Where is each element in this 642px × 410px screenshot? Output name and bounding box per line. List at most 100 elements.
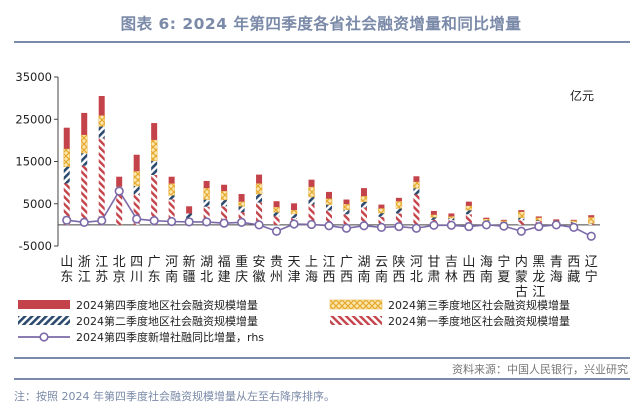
bar-q1 (133, 194, 140, 225)
rhs-point (149, 216, 159, 226)
x-tick-label: 南 (480, 269, 493, 285)
y-tick-label: 5000 (23, 197, 52, 211)
rhs-point (551, 220, 561, 230)
bar-q4 (326, 191, 332, 199)
title-underline (14, 41, 630, 43)
bar-q3 (238, 201, 245, 207)
rhs-point (586, 231, 596, 241)
x-tick-label: 重 (235, 254, 248, 270)
rhs-point (429, 220, 439, 230)
x-tick-label: 内 (515, 254, 528, 270)
x-tick-label: 肃 (427, 270, 440, 285)
legend-swatch (329, 299, 383, 310)
x-tick-label: 浙 (78, 255, 91, 270)
bar-q2 (151, 160, 158, 176)
rhs-point (167, 216, 177, 227)
x-tick-label: 北 (410, 270, 423, 285)
legend-label: 2024第三季度地区社会融资规模增量 (388, 298, 570, 312)
bar-q4 (448, 213, 455, 217)
bar-q1 (203, 206, 210, 225)
x-tick-label: 西 (322, 270, 335, 285)
legend-label: 2024第四季度地区社会融资规模增量 (76, 298, 258, 312)
chart-title: 图表 6: 2024 年第四季度各省社会融资增量和同比增量 (120, 15, 522, 33)
x-tick-label: 海 (480, 255, 493, 270)
bar-q3 (63, 148, 70, 167)
legend-swatch (18, 316, 70, 325)
bar-q2 (360, 201, 367, 208)
rhs-point (202, 217, 212, 227)
rhs-point (219, 218, 229, 228)
x-tick-label: 庆 (235, 270, 248, 285)
bar-q2 (98, 126, 105, 139)
bar-q2 (326, 204, 332, 211)
x-tick-label: 夏 (497, 270, 510, 285)
x-tick-label: 海 (550, 270, 563, 285)
rhs-point (499, 221, 509, 231)
bar-q3 (465, 205, 473, 211)
bar-q2 (430, 217, 437, 220)
x-tick-label: 北 (200, 270, 213, 285)
x-tick-label: 陕 (392, 255, 405, 270)
bar-q2 (465, 210, 472, 215)
legend-label: 2024第二季度地区社会融资规模增量 (76, 314, 258, 328)
x-tick-label: 山 (462, 255, 475, 270)
bar-q3 (290, 209, 298, 215)
bar-q3 (203, 187, 210, 200)
bar-q1 (343, 214, 350, 225)
x-tick-label: 疆 (183, 270, 196, 285)
x-tick-label: 江 (78, 270, 91, 285)
bar-q3 (535, 217, 543, 221)
x-tick-label: 徽 (253, 270, 266, 285)
x-tick-label: 京 (113, 270, 126, 285)
bar-q4 (308, 179, 315, 187)
bar-q1 (360, 207, 367, 225)
bar-q1 (151, 175, 158, 225)
bar-q1 (378, 216, 385, 225)
bar-q4 (151, 123, 158, 140)
bar-q1 (98, 138, 105, 225)
bar-q2 (256, 194, 263, 203)
bar-q4 (221, 184, 228, 192)
x-tick-label: 新 (183, 254, 196, 270)
bar-q3 (395, 201, 403, 209)
rhs-point (62, 215, 72, 225)
x-tick-label: 云 (375, 255, 388, 270)
bar-q3 (273, 206, 280, 213)
bar-q1 (413, 194, 420, 225)
bar-q3 (378, 208, 385, 214)
bar-q4 (256, 174, 263, 184)
rhs-point (569, 222, 579, 233)
x-tick-label: 州 (270, 270, 283, 285)
bar-q2 (518, 217, 525, 221)
x-tick-label: 南 (375, 269, 388, 285)
x-tick-label: 古 (515, 285, 528, 300)
rhs-point (359, 221, 369, 231)
x-tick-label: 川 (130, 270, 143, 285)
rhs-point (481, 220, 491, 230)
bar-q4 (483, 217, 490, 219)
rhs-point (306, 219, 317, 230)
source-text: 资料来源：中国人民银行，兴业研究 (452, 363, 628, 376)
bar-q2 (291, 213, 298, 219)
bar-q3 (343, 203, 350, 210)
x-tick-label: 辽 (585, 255, 598, 270)
bar-q3 (255, 183, 263, 195)
rhs-point (184, 217, 194, 227)
x-tick-label: 青 (550, 255, 563, 270)
x-tick-label: 吉 (445, 255, 458, 270)
bar-q1 (168, 199, 175, 225)
rhs-line-group (62, 186, 596, 241)
bar-q2 (448, 218, 455, 221)
bar-q1 (81, 165, 88, 225)
legend-label: 2024第四季度新增社融同比增量，rhs (76, 330, 264, 344)
bar-q4 (343, 199, 350, 205)
rhs-point (289, 219, 299, 229)
x-tick-label: 东 (148, 270, 161, 285)
bar-q4 (98, 96, 105, 116)
x-tick-label: 津 (288, 270, 301, 285)
bar-q4 (553, 219, 560, 222)
bar-q3 (81, 134, 88, 154)
rhs-point (236, 217, 247, 227)
x-tick-label: 建 (218, 270, 231, 285)
